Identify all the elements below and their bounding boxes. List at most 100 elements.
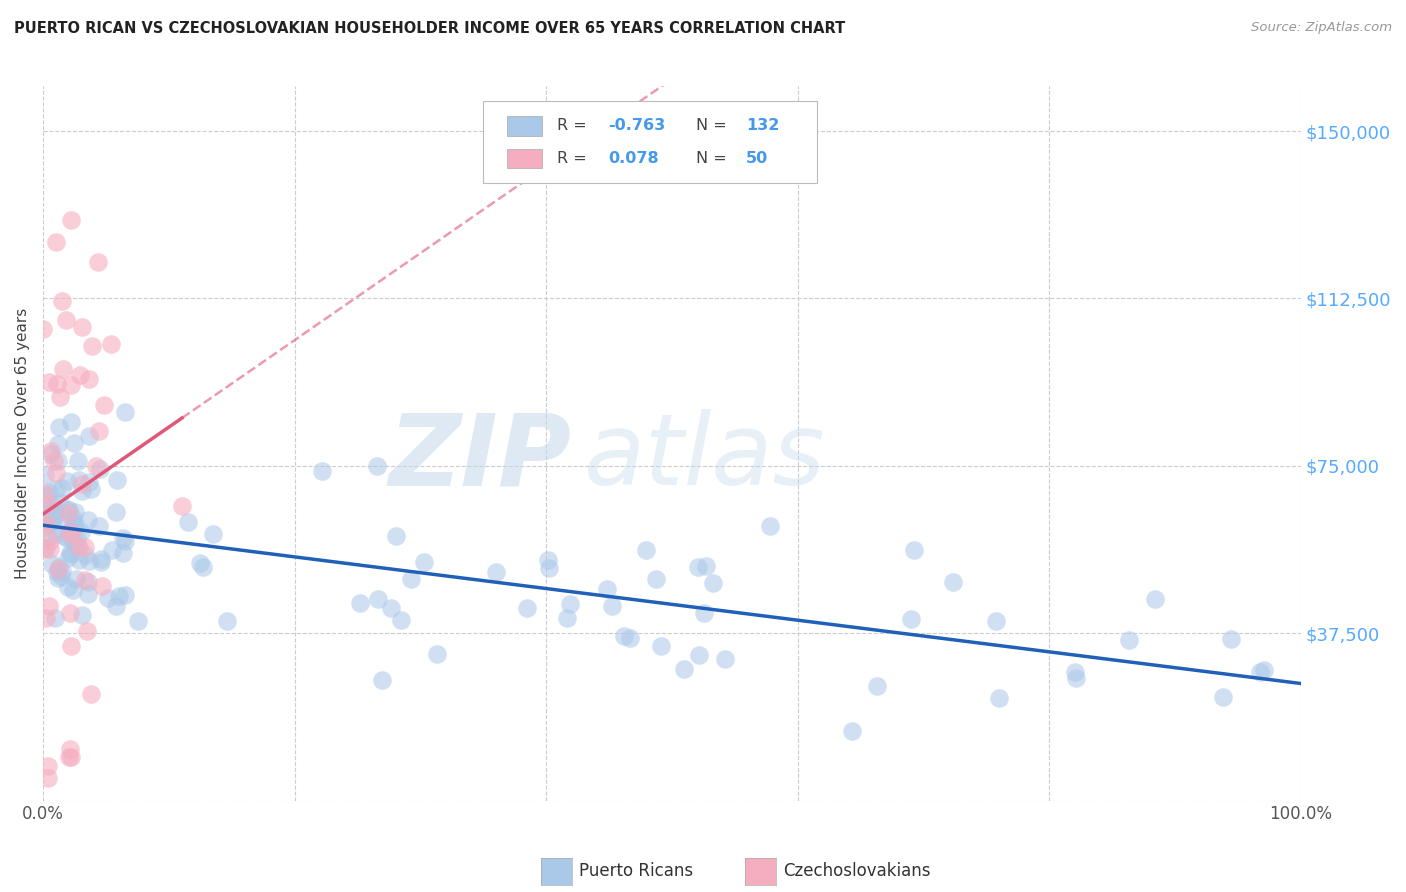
Point bbox=[412, 555, 434, 569]
Point bbox=[201, 526, 224, 541]
Point bbox=[56, 531, 79, 545]
Point bbox=[114, 588, 136, 602]
Point bbox=[380, 601, 402, 615]
Text: N =: N = bbox=[696, 151, 731, 166]
Point bbox=[66, 532, 89, 546]
Point bbox=[38, 375, 60, 389]
Point bbox=[59, 749, 82, 764]
Point bbox=[45, 466, 67, 480]
Text: 50: 50 bbox=[747, 151, 768, 166]
Point bbox=[60, 547, 83, 561]
Point bbox=[42, 454, 65, 468]
Point bbox=[58, 750, 80, 764]
Text: R =: R = bbox=[558, 118, 592, 133]
Point bbox=[48, 420, 70, 434]
Text: N =: N = bbox=[696, 118, 731, 133]
Point bbox=[63, 435, 86, 450]
Point bbox=[32, 321, 55, 335]
Point bbox=[58, 502, 80, 516]
Point bbox=[645, 572, 668, 586]
Point bbox=[1064, 665, 1087, 680]
Point bbox=[48, 560, 70, 574]
Point bbox=[35, 541, 58, 555]
Point bbox=[366, 458, 388, 473]
Point bbox=[695, 559, 717, 574]
Point bbox=[39, 516, 62, 531]
Point bbox=[62, 511, 84, 525]
Point bbox=[104, 505, 127, 519]
Point bbox=[105, 473, 128, 487]
Point bbox=[401, 572, 423, 586]
Point bbox=[101, 543, 124, 558]
Point bbox=[66, 540, 89, 554]
Point bbox=[596, 582, 619, 596]
Point bbox=[67, 454, 90, 468]
Point bbox=[426, 647, 449, 661]
Point bbox=[1144, 592, 1167, 607]
Text: atlas: atlas bbox=[583, 409, 825, 507]
Point bbox=[62, 534, 84, 549]
Point bbox=[758, 519, 780, 533]
Point bbox=[73, 574, 96, 588]
Point bbox=[58, 525, 80, 540]
Point bbox=[311, 464, 333, 478]
Point bbox=[45, 235, 67, 249]
Point bbox=[114, 404, 136, 418]
Point bbox=[80, 483, 103, 497]
Point bbox=[67, 474, 90, 488]
Point bbox=[67, 540, 90, 554]
Point bbox=[59, 546, 82, 560]
Point bbox=[46, 562, 69, 576]
Text: Source: ZipAtlas.com: Source: ZipAtlas.com bbox=[1251, 21, 1392, 34]
Point bbox=[1066, 671, 1088, 685]
Point bbox=[371, 673, 394, 687]
Point bbox=[193, 559, 215, 574]
Point bbox=[79, 475, 101, 490]
Point bbox=[59, 416, 82, 430]
Point bbox=[841, 723, 863, 738]
Point bbox=[900, 611, 922, 625]
Point bbox=[45, 527, 67, 541]
Point bbox=[93, 398, 115, 412]
Text: ZIP: ZIP bbox=[388, 409, 571, 507]
Point bbox=[73, 541, 96, 555]
Point bbox=[56, 502, 79, 516]
Point bbox=[35, 500, 58, 515]
Point bbox=[112, 531, 135, 545]
Point bbox=[38, 517, 60, 532]
Point bbox=[32, 486, 55, 500]
Text: R =: R = bbox=[558, 151, 592, 166]
Point bbox=[555, 611, 578, 625]
Point bbox=[97, 591, 120, 605]
Point bbox=[38, 504, 60, 518]
Point bbox=[537, 553, 560, 567]
Point bbox=[56, 550, 79, 565]
Point bbox=[613, 629, 636, 643]
Y-axis label: Householder Income Over 65 years: Householder Income Over 65 years bbox=[15, 308, 30, 579]
Point bbox=[38, 599, 60, 613]
Point bbox=[55, 514, 77, 528]
Point bbox=[34, 611, 56, 625]
Point bbox=[44, 508, 66, 523]
Point bbox=[188, 556, 211, 570]
Point bbox=[55, 313, 77, 327]
Point bbox=[39, 533, 62, 548]
Point bbox=[32, 520, 55, 534]
Point bbox=[48, 571, 70, 585]
Point bbox=[702, 575, 724, 590]
Point bbox=[89, 424, 111, 438]
Point bbox=[75, 549, 97, 563]
Point bbox=[52, 361, 75, 376]
Text: 0.078: 0.078 bbox=[607, 151, 658, 166]
Point bbox=[686, 560, 709, 574]
Point bbox=[87, 254, 110, 268]
Point bbox=[90, 551, 112, 566]
Point bbox=[560, 597, 582, 611]
Point bbox=[67, 553, 90, 567]
Point bbox=[44, 611, 66, 625]
FancyBboxPatch shape bbox=[508, 116, 543, 136]
Point bbox=[866, 679, 889, 693]
Point bbox=[170, 500, 193, 514]
Point bbox=[51, 293, 73, 308]
Point bbox=[65, 516, 87, 531]
